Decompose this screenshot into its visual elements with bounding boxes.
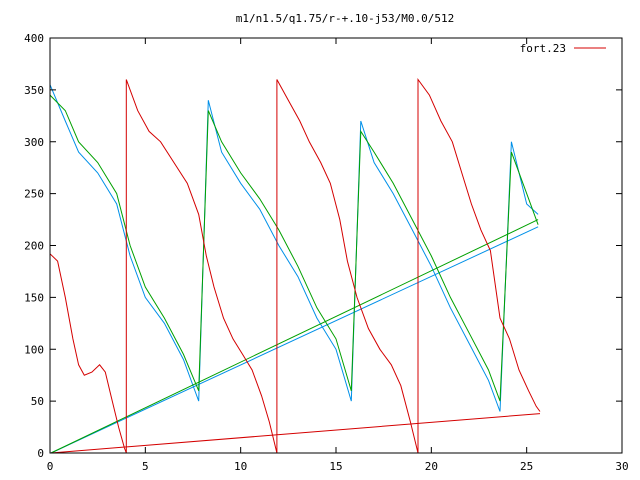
y-tick-label: 150: [24, 291, 44, 304]
y-axis: 0 50 100 150 200 250 300 350 400: [24, 32, 622, 460]
x-tick-label: 15: [329, 460, 342, 473]
plot-frame: [49, 37, 623, 454]
x-tick-label: 10: [234, 460, 247, 473]
legend-label: fort.23: [520, 42, 566, 55]
series-layer: [49, 77, 541, 454]
y-tick-label: 400: [24, 32, 44, 45]
y-tick-label: 250: [24, 188, 44, 201]
x-tick-label: 30: [615, 460, 628, 473]
x-axis: 0 5 10 15 20 25 30: [47, 38, 629, 473]
y-tick-label: 200: [24, 240, 44, 253]
y-tick-label: 0: [37, 447, 44, 460]
x-tick-label: 0: [47, 460, 54, 473]
y-tick-label: 350: [24, 84, 44, 97]
legend: fort.23: [520, 42, 606, 55]
series-line-1: [49, 94, 539, 454]
y-tick-label: 100: [24, 343, 44, 356]
series-line-0: [49, 77, 541, 454]
chart-title: m1/n1.5/q1.75/r-+.10-j53/M0.0/512: [236, 12, 455, 25]
x-tick-label: 25: [520, 460, 533, 473]
series-line-2: [49, 84, 539, 454]
x-tick-label: 5: [142, 460, 149, 473]
y-tick-label: 50: [31, 395, 44, 408]
y-tick-label: 300: [24, 136, 44, 149]
x-tick-label: 20: [425, 460, 438, 473]
